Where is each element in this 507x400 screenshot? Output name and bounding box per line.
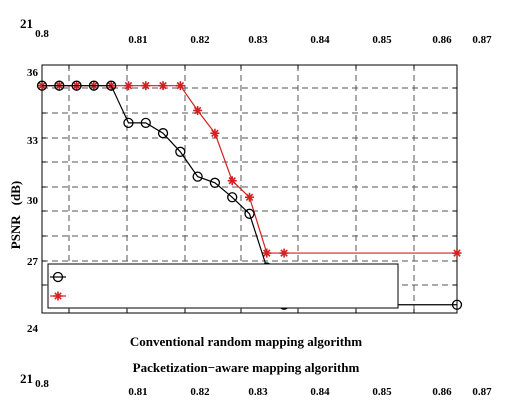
series-0-point-12 (244, 208, 255, 219)
x-tick-label-bottom-7: 0.87 (472, 386, 492, 398)
series-1-point-5 (123, 81, 133, 91)
series-1-point-10 (210, 128, 220, 138)
series-0-point-15 (451, 299, 463, 310)
y-axis-label: PSNR (dB) (8, 181, 23, 250)
axis-ticks (42, 65, 457, 313)
x-tick-label-top-6: 0.86 (432, 34, 452, 46)
legend-label-0: Conventional random mapping algorithm (130, 334, 362, 349)
series-0-point-2 (71, 80, 82, 91)
series-line-1 (42, 85, 457, 254)
series-0-point-4 (106, 80, 117, 91)
legend: Conventional random mapping algorithm Pac… (47, 263, 399, 375)
plot-area-frame (41, 64, 458, 314)
series-0-point-5 (123, 117, 134, 129)
series-1-point-9 (193, 105, 203, 115)
legend-marker-1 (53, 291, 63, 301)
legend-label-1: Packetization−aware mapping algorithm (133, 360, 360, 375)
x-tick-label-bottom-5: 0.85 (372, 386, 392, 398)
y-tick-label-27: 27 (27, 256, 39, 268)
x-tick-label-bottom-4: 0.84 (310, 386, 330, 398)
series-1-point-6 (141, 81, 151, 91)
y-axis-label-part-1: (dB) (8, 181, 23, 206)
y-axis-label-part-0: PSNR (8, 215, 23, 250)
x-tick-label-bottom-0: 0.8 (35, 378, 49, 390)
series-1-point-14 (279, 248, 289, 258)
series-1-point-11 (227, 176, 237, 186)
series-0-point-0 (36, 80, 48, 91)
x-tick-label-bottom-1: 0.81 (128, 386, 147, 398)
series-1-point-15 (452, 248, 462, 258)
series-1-point-8 (175, 81, 185, 91)
x-tick-label-top-1: 0.81 (128, 34, 147, 46)
series-1-point-13 (262, 248, 272, 258)
series-0-point-1 (54, 80, 65, 91)
series-0-point-3 (88, 80, 100, 91)
y-tick-label-33: 33 (27, 135, 39, 147)
x-tick-label-top-5: 0.85 (372, 34, 392, 46)
series-0-point-8 (175, 146, 186, 157)
y-tick-label-24: 24 (27, 323, 39, 335)
series-0-point-10 (209, 177, 221, 188)
grid-lines (42, 65, 457, 313)
x-tick-label-bottom-3: 0.83 (248, 386, 268, 398)
y-tick-label-30: 30 (27, 195, 39, 207)
legend-box (47, 263, 399, 309)
series-0-point-11 (227, 192, 238, 203)
corner-label-top: 21 (20, 16, 33, 31)
x-tick-label-top-3: 0.83 (248, 34, 268, 46)
series-1-point-7 (158, 81, 168, 91)
x-tick-label-bottom-2: 0.82 (190, 386, 210, 398)
axis-labels: 24 27 30 33 36 0.8 0.81 0.82 0.83 0.84 0.85 0.86 0.8… (8, 16, 492, 398)
series-line-0 (42, 85, 457, 306)
x-tick-label-top-4: 0.84 (310, 34, 330, 46)
series-1-point-12 (245, 192, 254, 202)
series-0-point-9 (192, 171, 203, 182)
series-layer (36, 80, 463, 310)
x-tick-label-top-0: 0.8 (35, 28, 49, 40)
x-tick-label-top-2: 0.82 (190, 34, 210, 46)
corner-label-bottom: 21 (20, 371, 33, 386)
series-0-point-7 (157, 128, 169, 139)
legend-marker-0 (52, 271, 64, 283)
x-tick-label-top-7: 0.87 (472, 34, 492, 46)
x-tick-label-bottom-6: 0.86 (432, 386, 452, 398)
y-tick-label-36: 36 (27, 67, 39, 79)
series-0-point-6 (140, 117, 151, 129)
